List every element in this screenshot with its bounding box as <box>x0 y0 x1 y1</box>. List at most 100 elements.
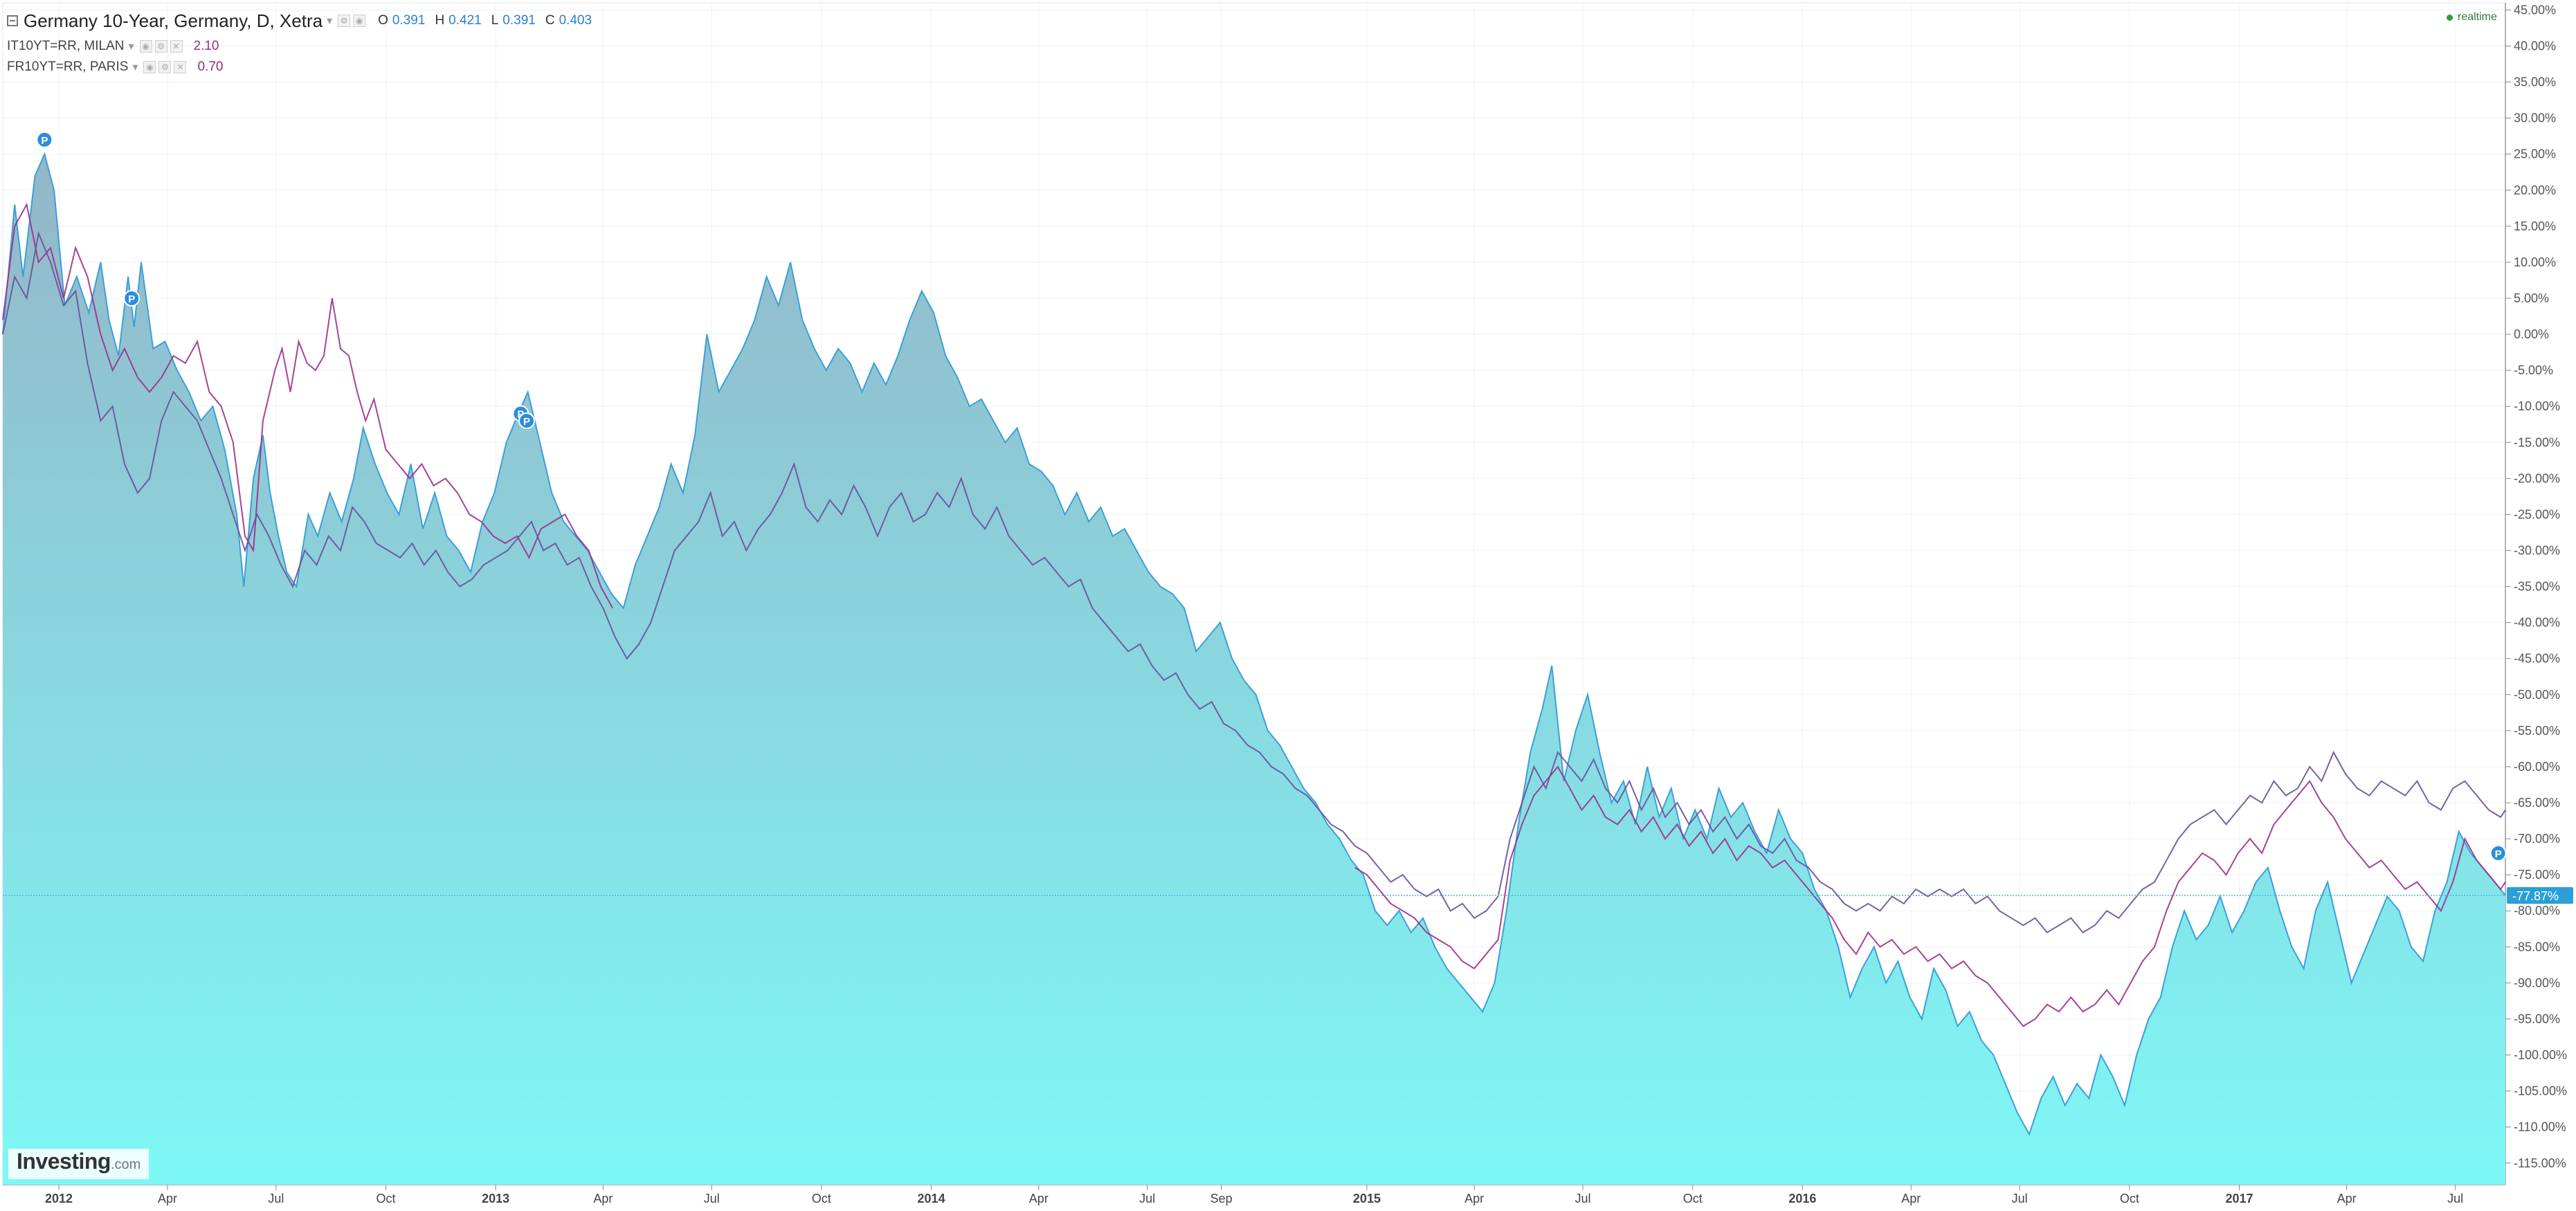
legend-comparison-row: IT10YT=RR, MILAN ▾ ◉ ⚙ ✕ 2.10 <box>7 36 592 57</box>
event-marker-icon <box>518 412 535 430</box>
y-tick-label: -35.00% <box>2514 580 2560 594</box>
x-tick-label: Apr <box>1464 1192 1484 1205</box>
settings-icon[interactable]: ⚙ <box>154 40 167 53</box>
hide-icon[interactable]: ◉ <box>353 15 366 27</box>
x-tick-label: 2012 <box>45 1192 73 1205</box>
y-tick-label: -45.00% <box>2514 652 2560 666</box>
investing-logo: Investing .com <box>8 1149 149 1179</box>
close-icon[interactable]: ✕ <box>170 40 183 53</box>
price-marker-label: -77.87% <box>2512 889 2559 903</box>
x-tick-label: Jul <box>1575 1192 1591 1205</box>
settings-icon[interactable]: ⚙ <box>158 61 172 73</box>
ohlc-high-label: H <box>435 13 445 28</box>
x-tick-label: Oct <box>812 1192 831 1205</box>
event-marker-label: P <box>41 135 48 147</box>
y-tick-label: 10.00% <box>2514 255 2556 269</box>
y-tick-label: 40.00% <box>2514 39 2556 53</box>
x-tick-label: Jul <box>2012 1192 2028 1205</box>
y-tick-label: 25.00% <box>2514 147 2556 161</box>
y-tick-label: -115.00% <box>2514 1156 2566 1170</box>
y-tick-label: -65.00% <box>2514 796 2560 810</box>
x-tick-label: Jul <box>268 1192 284 1205</box>
chevron-down-icon[interactable]: ▾ <box>327 15 333 27</box>
x-tick-label: Jul <box>2447 1192 2463 1205</box>
comparison-symbol[interactable]: IT10YT=RR, MILAN <box>7 39 125 53</box>
logo-suffix: .com <box>110 1157 141 1172</box>
comparison-value: 0.70 <box>197 60 224 74</box>
comparison-symbol[interactable]: FR10YT=RR, PARIS <box>7 60 129 74</box>
y-tick-label: -85.00% <box>2514 940 2560 954</box>
y-tick-label: -55.00% <box>2514 724 2560 738</box>
y-tick-label: 45.00% <box>2514 3 2556 17</box>
x-tick-label: Sep <box>1210 1192 1233 1205</box>
y-tick-label: -15.00% <box>2514 435 2560 449</box>
ohlc-low-label: L <box>491 13 499 28</box>
ohlc-low-value: 0.391 <box>502 13 536 28</box>
chart-legend: Germany 10-Year, Germany, D, Xetra ▾ ⚙ ◉… <box>7 6 592 78</box>
hide-icon[interactable]: ◉ <box>139 40 152 53</box>
y-tick-label: -50.00% <box>2514 688 2560 702</box>
series-area-fill <box>3 154 2505 1185</box>
x-tick-label: Oct <box>1683 1192 1703 1205</box>
x-tick-label: Oct <box>2120 1192 2139 1205</box>
legend-comparison-row: FR10YT=RR, PARIS ▾ ◉ ⚙ ✕ 0.70 <box>7 57 592 78</box>
y-tick-label: -105.00% <box>2514 1084 2567 1098</box>
x-tick-label: Apr <box>2337 1192 2357 1205</box>
y-tick-label: -75.00% <box>2514 868 2560 882</box>
x-tick-label: 2013 <box>482 1192 509 1205</box>
x-tick-label: Apr <box>158 1192 177 1205</box>
ohlc-high-value: 0.421 <box>448 13 482 28</box>
realtime-label: realtime <box>2458 11 2497 23</box>
x-tick-label: Apr <box>593 1192 613 1205</box>
y-tick-label: -20.00% <box>2514 471 2560 485</box>
collapse-legend-icon[interactable] <box>7 15 18 26</box>
y-tick-label: 15.00% <box>2514 219 2556 233</box>
y-tick-label: -80.00% <box>2514 904 2560 918</box>
series-line <box>1354 765 2506 1028</box>
x-tick-label: Apr <box>1901 1192 1921 1205</box>
instrument-title[interactable]: Germany 10-Year, Germany, D, Xetra <box>24 10 323 31</box>
y-tick-label: -30.00% <box>2514 544 2560 558</box>
status-dot-icon <box>2447 14 2453 21</box>
y-tick-label: -95.00% <box>2514 1012 2560 1026</box>
series-area-line <box>2 152 2506 1136</box>
y-tick-label: 20.00% <box>2514 183 2556 197</box>
y-tick-label: 5.00% <box>2514 291 2549 305</box>
y-tick-label: -100.00% <box>2514 1048 2567 1062</box>
event-marker-label: P <box>523 416 530 428</box>
y-tick-label: 0.00% <box>2514 327 2549 341</box>
y-tick-label: -40.00% <box>2514 616 2560 630</box>
y-tick-label: -60.00% <box>2514 760 2560 774</box>
event-marker-label: P <box>2495 848 2502 860</box>
chevron-down-icon[interactable]: ▾ <box>132 62 138 73</box>
event-marker-icon <box>36 131 53 148</box>
close-icon[interactable]: ✕ <box>174 61 187 73</box>
ohlc-close-value: 0.403 <box>559 13 592 28</box>
y-tick-label: -70.00% <box>2514 832 2560 846</box>
ohlc-close-label: C <box>545 13 555 28</box>
settings-icon[interactable]: ⚙ <box>338 15 351 27</box>
chevron-down-icon[interactable]: ▾ <box>128 41 134 53</box>
x-tick-label: 2015 <box>1353 1192 1381 1205</box>
y-tick-label: -90.00% <box>2514 976 2560 990</box>
ohlc-open-value: 0.391 <box>392 13 426 28</box>
ohlc-open-label: O <box>378 13 388 28</box>
y-tick-label: 35.00% <box>2514 75 2556 89</box>
event-marker-label: P <box>128 293 135 305</box>
realtime-indicator: realtime <box>2447 11 2497 24</box>
y-tick-label: -5.00% <box>2514 363 2553 377</box>
comparison-value: 2.10 <box>193 39 219 53</box>
x-tick-label: Jul <box>704 1192 720 1205</box>
series-line <box>2 230 2506 934</box>
y-tick-label: 30.00% <box>2514 111 2556 125</box>
series-line <box>2 202 614 609</box>
hide-icon[interactable]: ◉ <box>143 61 156 73</box>
x-tick-label: 2017 <box>2225 1192 2253 1205</box>
x-tick-label: Apr <box>1029 1192 1049 1205</box>
x-tick-label: Oct <box>377 1192 396 1205</box>
x-tick-label: 2014 <box>918 1192 945 1205</box>
logo-brand: Investing <box>17 1149 111 1174</box>
x-tick-label: 2016 <box>1788 1192 1816 1205</box>
